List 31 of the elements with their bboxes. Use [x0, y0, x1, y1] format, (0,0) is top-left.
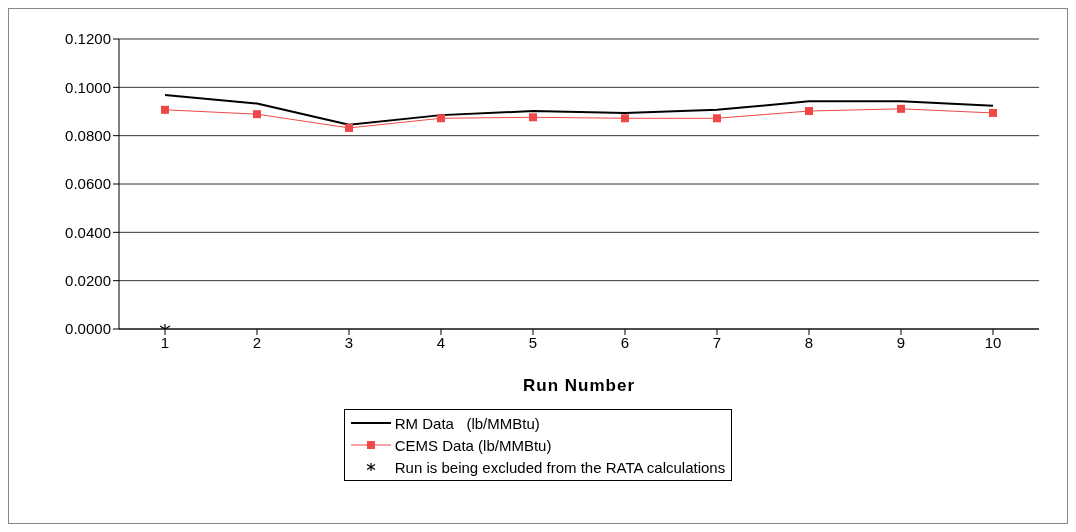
- x-tick-label: 5: [528, 333, 538, 351]
- x-tick-label: 7: [712, 333, 722, 351]
- y-tick-label: 0.0200: [65, 271, 111, 289]
- x-tick-label: 1: [160, 333, 170, 351]
- x-tick-label: 2: [252, 333, 262, 351]
- x-tick-label: 3: [344, 333, 354, 351]
- y-tick-label: 0.0600: [65, 175, 111, 193]
- x-tick-label: 6: [620, 333, 630, 351]
- point: [529, 113, 537, 122]
- point: [437, 114, 445, 123]
- legend-label: Run is being excluded from the RATA calculations: [394, 458, 726, 476]
- point: [805, 107, 813, 116]
- point: [345, 123, 353, 132]
- point: [713, 114, 721, 123]
- x-tick-label: 9: [896, 333, 906, 351]
- x-axis-title: Run Number: [523, 376, 635, 395]
- x-tick-label: 10: [984, 333, 1002, 351]
- x-tick-label: 8: [804, 333, 814, 351]
- y-tick-label: 0.0400: [65, 223, 111, 241]
- y-tick-label: 0.1000: [65, 78, 111, 96]
- x-tick-label: 4: [436, 333, 446, 351]
- point: [989, 108, 997, 117]
- point: [621, 114, 629, 123]
- y-tick-label: 0.1200: [65, 30, 111, 48]
- y-tick-label: 0.0000: [65, 320, 111, 338]
- y-tick-label: 0.0800: [65, 126, 111, 144]
- point: [253, 110, 261, 119]
- point: [897, 104, 905, 113]
- point: [161, 105, 169, 114]
- legend-label: RM Data (lb/MMBtu): [394, 414, 540, 432]
- legend-label: CEMS Data (lb/MMBtu): [394, 436, 552, 454]
